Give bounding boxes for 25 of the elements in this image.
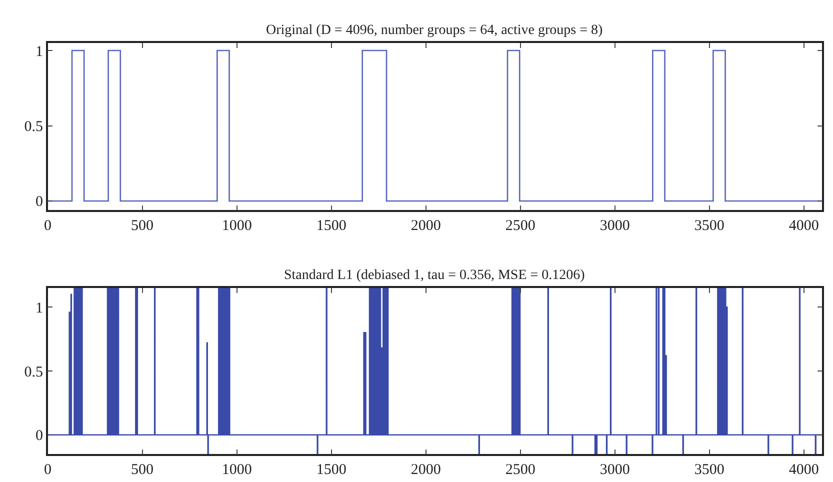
x-tick-label: 1500 bbox=[316, 462, 346, 478]
line-series bbox=[48, 288, 822, 454]
y-tick-label: 0.5 bbox=[24, 119, 44, 135]
x-tick-label: 3500 bbox=[694, 218, 724, 234]
y-tick-label: 0 bbox=[36, 428, 44, 444]
y-tick-label: 1 bbox=[36, 44, 44, 60]
x-tick-label: 3500 bbox=[694, 462, 724, 478]
x-tick-label: 3000 bbox=[600, 462, 630, 478]
x-tick-label: 3000 bbox=[600, 218, 630, 234]
y-tick-label: 1 bbox=[36, 300, 44, 316]
y-tick-label: 0 bbox=[36, 194, 44, 210]
x-tick-label: 500 bbox=[131, 462, 154, 478]
x-tick-label: 1000 bbox=[222, 218, 252, 234]
x-tick-label: 2500 bbox=[505, 462, 536, 478]
x-tick-label: 2000 bbox=[410, 462, 441, 478]
x-tick-label: 1000 bbox=[222, 462, 252, 478]
x-tick-label: 4000 bbox=[788, 462, 819, 478]
chart-title: Original (D = 4096, number groups = 64, active groups = 8) bbox=[266, 23, 604, 38]
x-tick-label: 2000 bbox=[410, 218, 441, 234]
x-tick-label: 1500 bbox=[316, 218, 346, 234]
x-tick-label: 4000 bbox=[788, 218, 819, 234]
chart-title: Standard L1 (debiased 1, tau = 0.356, MSE = 0.1206) bbox=[284, 268, 586, 283]
x-tick-label: 500 bbox=[131, 218, 154, 234]
x-tick-label: 2500 bbox=[505, 218, 536, 234]
y-tick-label: 0.5 bbox=[24, 364, 44, 380]
